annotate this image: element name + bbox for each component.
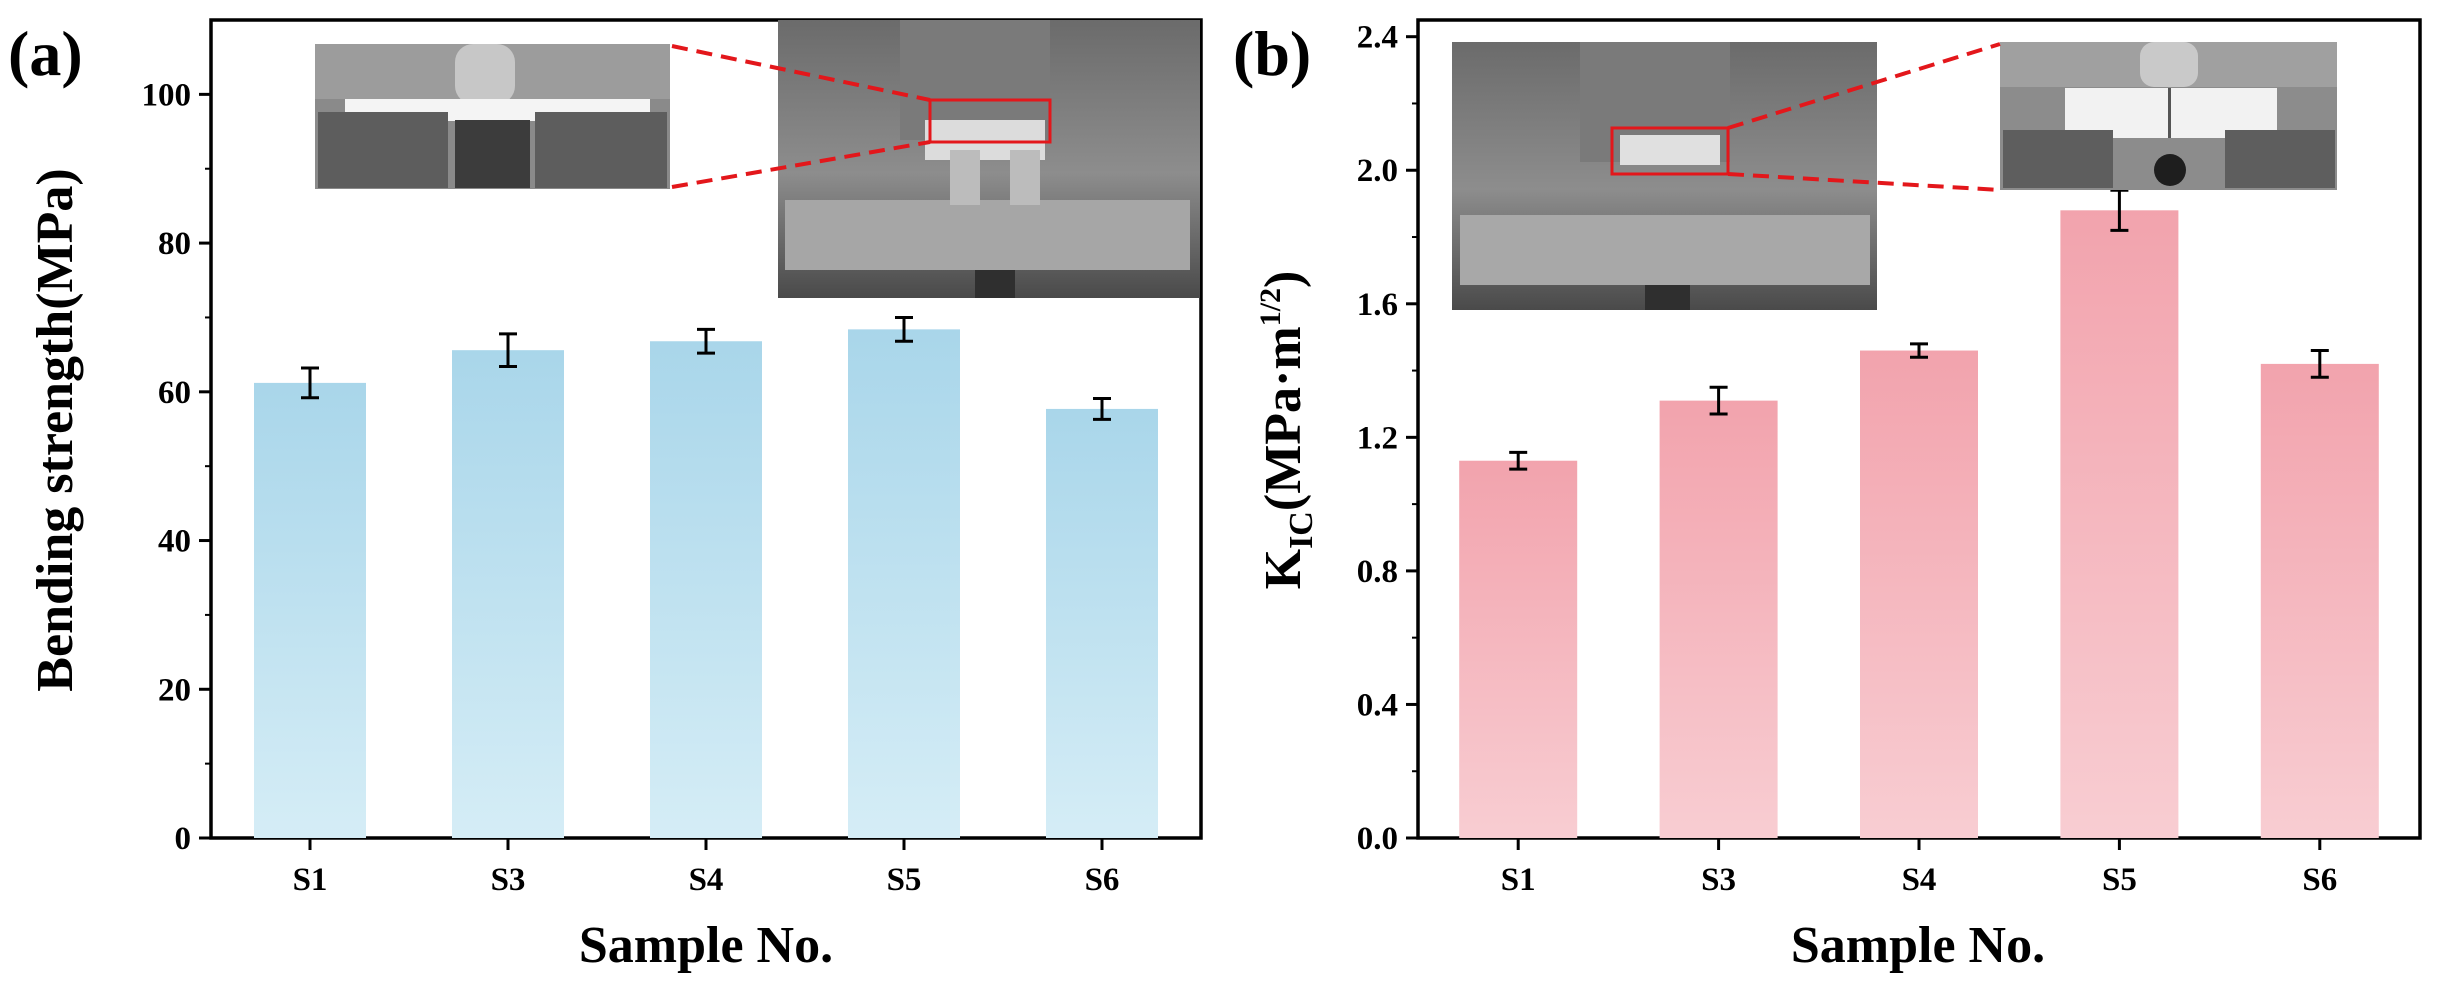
panel-a-y-ticks: 0 20 40 60 80 100 <box>142 77 211 857</box>
x-tick-label-s4: S4 <box>689 862 724 898</box>
panel-a-inset-fixture-photo <box>778 20 1200 298</box>
bar-s5 <box>2060 210 2179 839</box>
x-tick-label-s3: S3 <box>1701 862 1736 898</box>
x-tick-label-s5: S5 <box>887 862 922 898</box>
error-bar-s1 <box>1509 450 1528 471</box>
error-bar-s4 <box>697 327 715 355</box>
panel-a-label: (a) <box>8 18 83 89</box>
y-tick-label: 60 <box>158 375 191 411</box>
y-tick-label: 2.0 <box>1357 153 1398 189</box>
y-tick-label: 1.2 <box>1357 420 1398 456</box>
bar-s4 <box>1860 350 1978 838</box>
panel-b-zoom-line-bottom <box>1727 172 2001 192</box>
panel-b-error-bars <box>1509 188 2329 471</box>
bar-s1 <box>1459 460 1578 838</box>
bar-s6 <box>2260 363 2379 838</box>
y-tick-label: 80 <box>158 226 191 262</box>
panel-b-label: (b) <box>1233 18 1311 89</box>
panel-a-zoom-line-bottom <box>671 140 931 189</box>
panel-a-zoom-line-top <box>671 44 931 102</box>
panel-a-bars <box>254 329 1158 838</box>
error-bar-s3 <box>1709 385 1728 416</box>
bar-s3 <box>452 350 564 838</box>
x-tick-label-s1: S1 <box>1501 862 1536 898</box>
x-tick-label-s3: S3 <box>491 862 526 898</box>
panel-b-inset-fixture-photo <box>1452 42 1877 310</box>
x-tick-label-s6: S6 <box>2302 862 2337 898</box>
panel-a-inset-closeup-photo <box>315 44 670 189</box>
error-bar-s1 <box>301 366 319 400</box>
x-tick-label-s1: S1 <box>293 862 328 898</box>
y-tick-label: 0 <box>175 821 192 857</box>
y-tick-label: 0.8 <box>1357 554 1398 590</box>
error-bar-s6 <box>2310 349 2329 379</box>
x-tick-label-s5: S5 <box>2102 862 2137 898</box>
panel-a-error-bars <box>301 315 1111 421</box>
y-tick-label: 0.4 <box>1357 687 1398 723</box>
panel-b: (b) 0.00.40.81.21.62.02.4 S1 S3 S4 S5 S6 K <box>1233 18 2422 974</box>
y-tick-label: 2.4 <box>1357 20 1398 56</box>
bar-s1 <box>254 382 366 838</box>
y-tick-label: 0.0 <box>1357 821 1398 857</box>
panel-b-bars <box>1459 210 2379 839</box>
panel-b-y-ticks: 0.0 0.4 0.8 1.2 1.6 2.0 2.4 <box>1357 20 1418 857</box>
panel-b-x-axis-title: Sample No. <box>1791 917 2045 974</box>
panel-b-y-axis-title: KIC(MPa·m1/2) <box>1254 271 1320 590</box>
x-tick-label-s4: S4 <box>1902 862 1937 898</box>
error-bar-s5 <box>2110 188 2129 232</box>
panel-b-x-ticks: S1 S3 S4 S5 S6 <box>1501 838 2337 898</box>
panel-b-zoom-line-top <box>1727 42 2001 130</box>
error-bar-s6 <box>1093 397 1111 421</box>
panel-a-x-axis-title: Sample No. <box>579 917 833 974</box>
y-tick-label: 1.6 <box>1357 287 1398 323</box>
panel-b-inset-specimen-photo <box>2000 42 2337 190</box>
error-bar-s5 <box>895 315 913 343</box>
panel-a-x-ticks: S1 S3 S4 S5 S6 <box>293 838 1120 898</box>
x-tick-label-s6: S6 <box>1085 862 1120 898</box>
error-bar-s4 <box>1910 342 1928 359</box>
error-bar-s3 <box>499 332 517 369</box>
y-tick-label: 100 <box>142 77 192 113</box>
bar-s6 <box>1046 408 1158 838</box>
bar-s5 <box>848 329 960 838</box>
y-tick-label: 20 <box>158 672 191 708</box>
bar-s4 <box>650 341 762 838</box>
bar-s3 <box>1659 400 1778 838</box>
y-tick-label: 40 <box>158 524 191 560</box>
panel-a-y-axis-title: Bending strength(MPa) <box>27 168 84 691</box>
